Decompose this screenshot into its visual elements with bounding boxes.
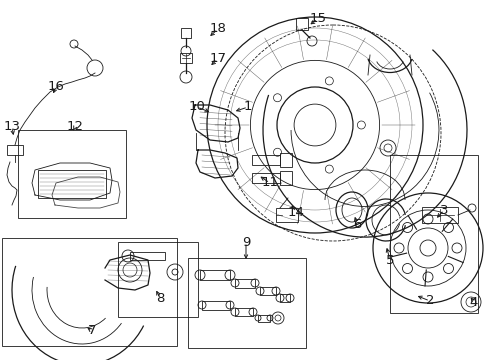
Text: 15: 15 — [309, 13, 326, 26]
Bar — [18, 130, 126, 218]
Bar — [181, 28, 191, 38]
Text: 10: 10 — [188, 100, 205, 113]
Bar — [421, 207, 457, 223]
Bar — [275, 208, 297, 222]
Text: 3: 3 — [439, 203, 447, 216]
Text: 7: 7 — [87, 324, 96, 338]
Bar — [258, 315, 269, 322]
Text: 9: 9 — [242, 235, 250, 248]
Text: 12: 12 — [66, 121, 83, 134]
Bar — [202, 301, 229, 310]
Text: 11: 11 — [261, 176, 278, 189]
Text: 16: 16 — [47, 81, 64, 94]
Text: 4: 4 — [469, 296, 477, 309]
Bar — [130, 252, 164, 260]
Bar — [235, 279, 254, 288]
Text: 17: 17 — [209, 53, 226, 66]
Text: 13: 13 — [3, 121, 20, 134]
Text: 1: 1 — [243, 100, 252, 113]
Text: 5: 5 — [385, 253, 393, 266]
Bar — [187, 258, 305, 348]
Bar — [7, 145, 23, 155]
Bar — [251, 155, 280, 165]
Bar — [180, 53, 192, 63]
Bar — [280, 153, 291, 167]
Bar — [280, 171, 291, 185]
Text: 18: 18 — [209, 22, 226, 36]
Bar — [389, 155, 477, 313]
Bar — [280, 294, 289, 302]
Bar — [118, 242, 198, 317]
Bar — [260, 287, 275, 295]
Text: 14: 14 — [287, 206, 304, 219]
Bar — [295, 18, 307, 30]
Text: 6: 6 — [352, 217, 361, 230]
Bar — [251, 173, 280, 183]
Bar — [235, 308, 252, 316]
Bar — [2, 238, 177, 346]
Bar — [38, 170, 106, 198]
Text: 8: 8 — [156, 292, 164, 305]
Bar — [200, 270, 229, 280]
Text: 2: 2 — [425, 294, 433, 307]
